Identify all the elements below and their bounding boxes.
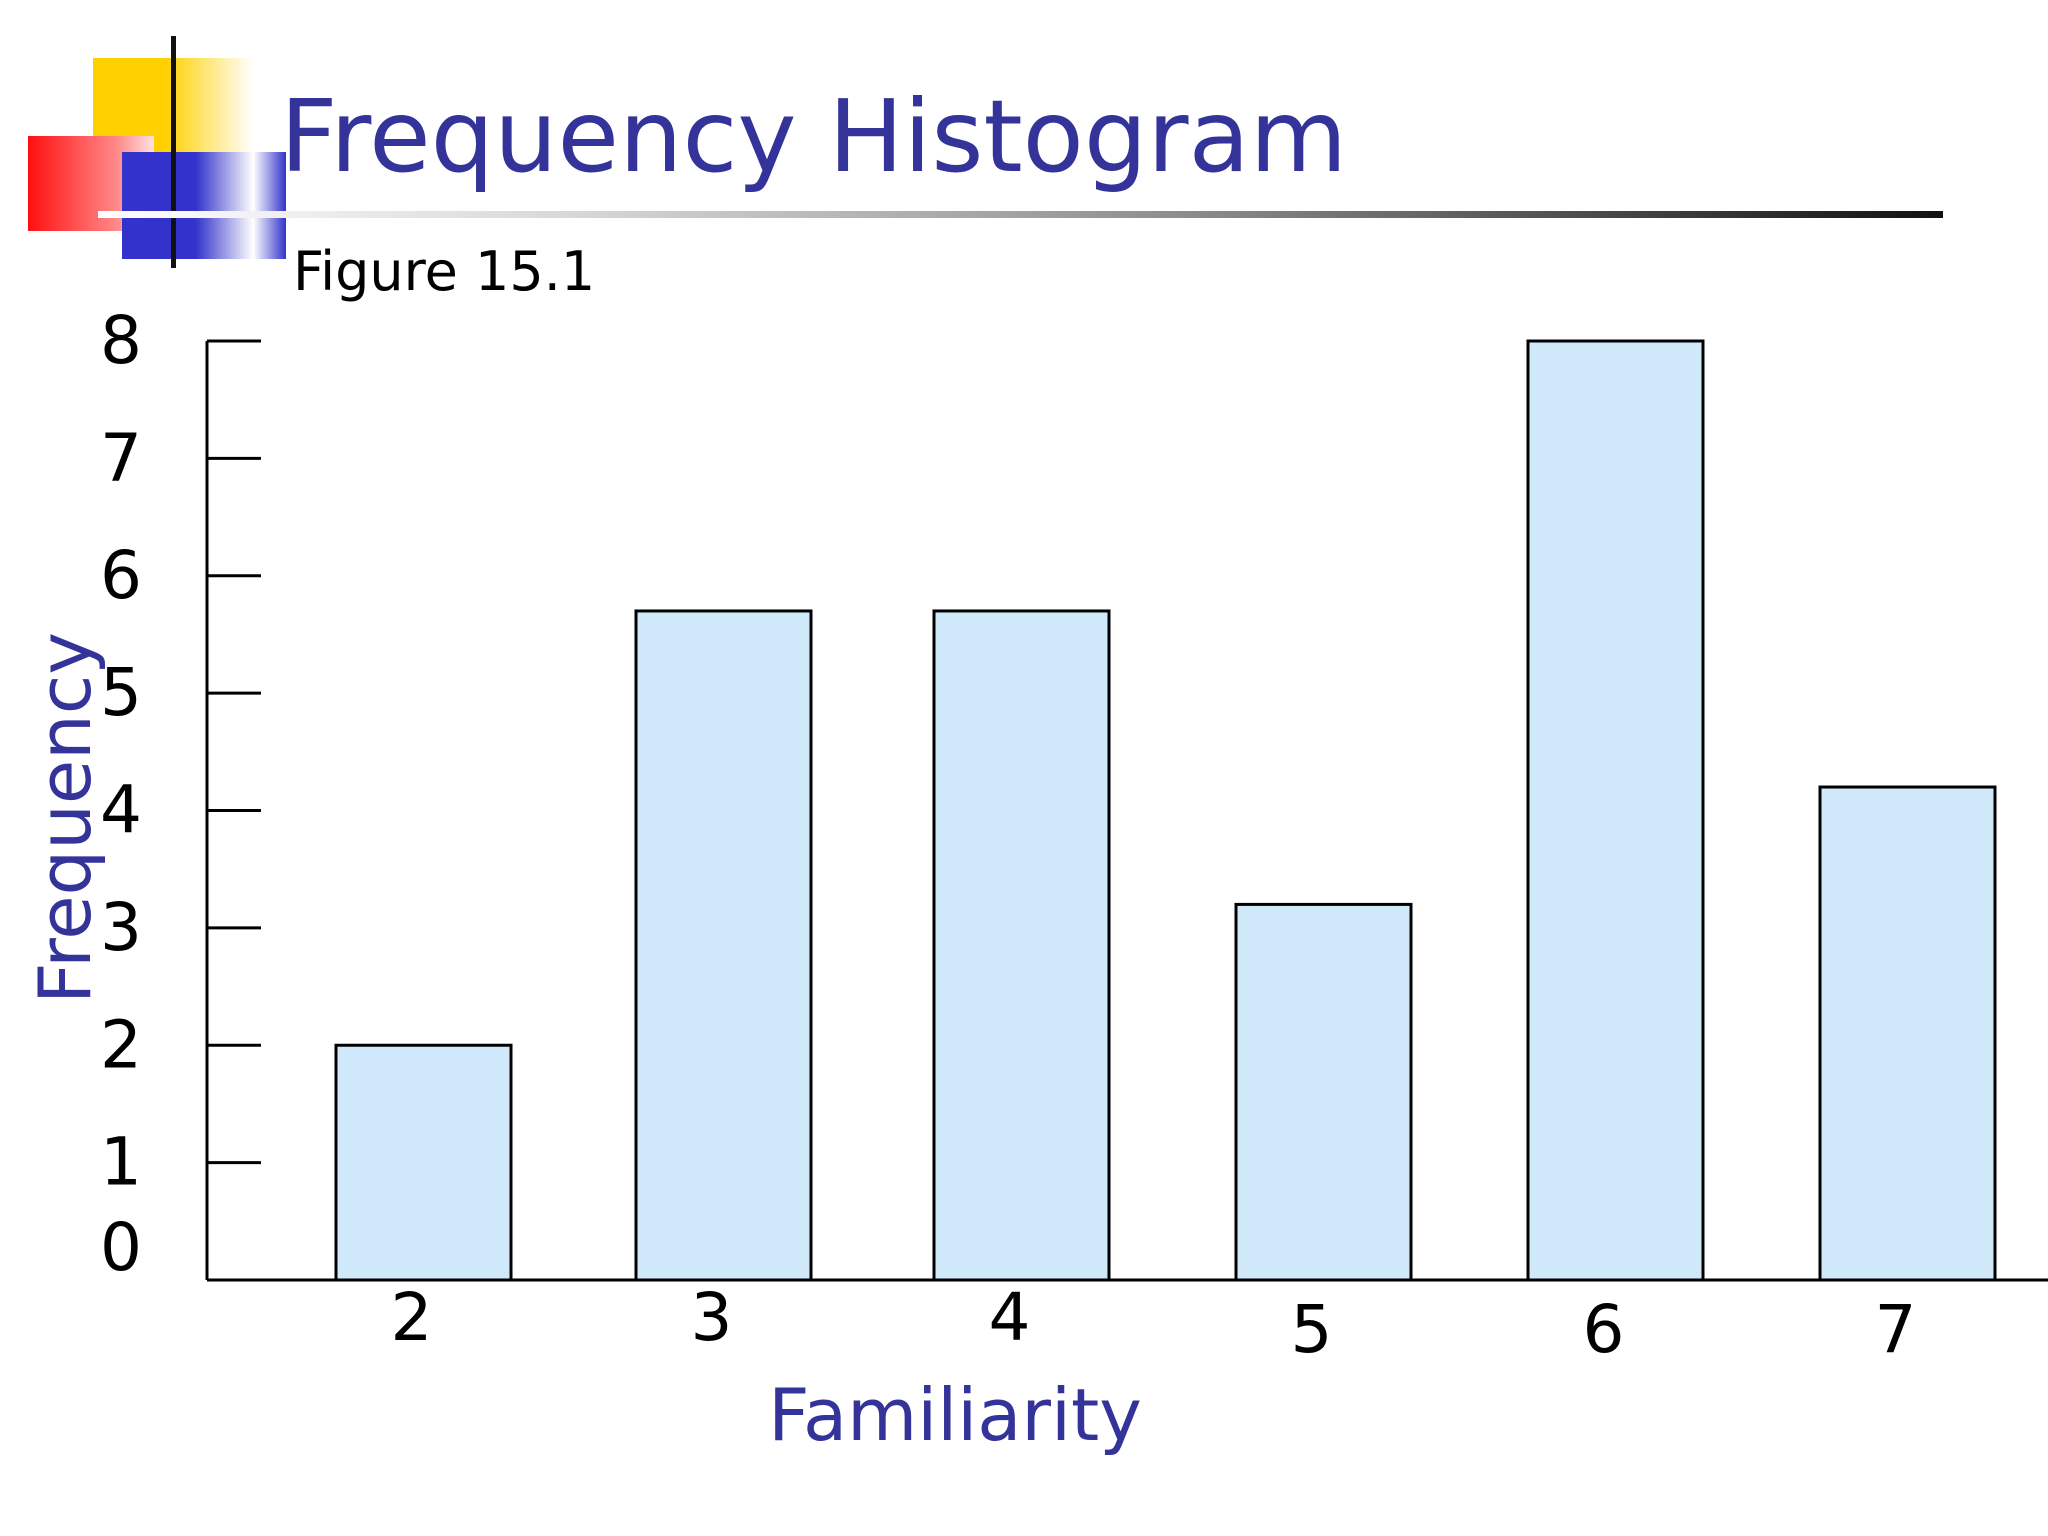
x-tick-label-6: 6 — [1583, 1291, 1625, 1368]
y-tick-label-8: 8 — [100, 302, 142, 379]
y-tick-label-6: 6 — [100, 537, 142, 614]
bar-2 — [334, 1043, 513, 1282]
figure-caption: Figure 15.1 — [293, 240, 596, 303]
y-tick-label-7: 7 — [100, 419, 142, 496]
bar-6 — [1526, 339, 1705, 1282]
y-tick-label-4: 4 — [100, 772, 142, 849]
x-tick-label-4: 4 — [989, 1279, 1031, 1356]
slide-title: Frequency Histogram — [280, 78, 1348, 195]
y-tick-label-5: 5 — [100, 654, 142, 731]
title-underline-rule — [98, 211, 1943, 218]
y-axis-title: Frequency — [23, 632, 107, 1004]
x-tick-labels-group: 2 3 4 5 6 7 — [391, 1279, 1917, 1368]
y-ticks-group: 0 1 2 3 4 5 6 7 8 — [100, 302, 261, 1286]
y-tick-label-3: 3 — [100, 889, 142, 966]
bar-4 — [932, 609, 1111, 1282]
bars-group — [334, 339, 1997, 1282]
x-axis-title: Familiarity — [768, 1373, 1142, 1457]
x-tick-label-7: 7 — [1875, 1291, 1917, 1368]
bar-5 — [1234, 902, 1413, 1282]
bar-7 — [1818, 785, 1997, 1282]
x-tick-label-2: 2 — [391, 1279, 433, 1356]
y-tick-label-2: 2 — [100, 1006, 142, 1083]
y-tick-label-0: 0 — [100, 1209, 142, 1286]
x-tick-label-3: 3 — [691, 1279, 733, 1356]
blue-square-decoration — [122, 152, 286, 259]
vertical-line-decoration — [171, 36, 176, 268]
bar-3 — [634, 609, 813, 1282]
x-tick-label-5: 5 — [1291, 1291, 1333, 1368]
y-tick-label-1: 1 — [100, 1124, 142, 1201]
